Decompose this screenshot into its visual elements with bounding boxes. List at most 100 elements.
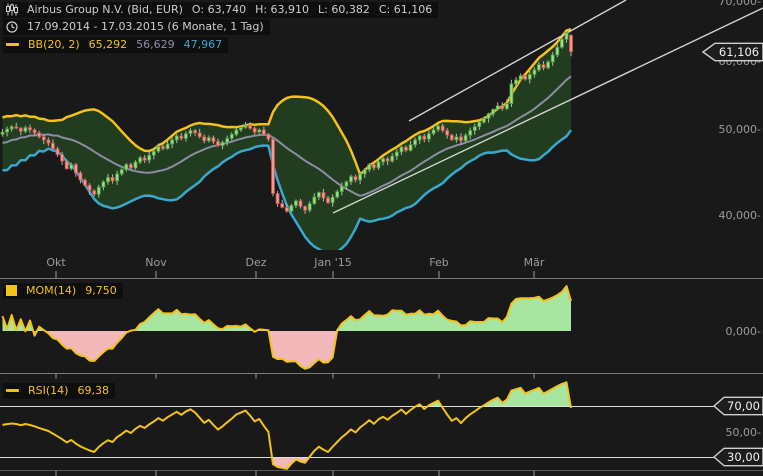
- rsi-value: 69,38: [77, 384, 109, 397]
- candle-down: [385, 158, 390, 162]
- candle-down: [64, 160, 69, 170]
- candle-up: [454, 136, 459, 141]
- candle-down: [422, 135, 427, 140]
- price-axis-label: 70,000-: [719, 0, 761, 8]
- candle-down: [32, 129, 37, 134]
- candle-up: [509, 83, 514, 105]
- candle-up: [229, 133, 234, 139]
- candle-up: [537, 64, 541, 71]
- candle-up: [555, 46, 560, 56]
- candle-up: [101, 181, 106, 188]
- candle-up: [124, 164, 129, 170]
- candle-up: [408, 144, 413, 151]
- candle-up: [9, 126, 14, 130]
- trendline[interactable]: [408, 0, 627, 122]
- mom-label: MOM(14): [26, 284, 77, 297]
- last-price-tag: 61,106: [701, 42, 763, 62]
- candle-up: [358, 173, 363, 181]
- candle-up: [5, 128, 9, 133]
- candle-up: [339, 185, 344, 192]
- candle-up: [477, 121, 482, 128]
- candle-down: [248, 124, 253, 129]
- candle-down: [74, 164, 78, 174]
- candle-up: [367, 164, 372, 170]
- candle-up: [532, 69, 537, 75]
- rsi-line-icon: [6, 389, 19, 392]
- mom-square-icon: [6, 285, 17, 296]
- candle-down: [440, 125, 445, 131]
- candle-down: [179, 135, 184, 139]
- rsi-indicator-legend[interactable]: RSI(14) 69,38: [3, 383, 115, 399]
- ohlc-close: C: 61,106: [378, 3, 433, 16]
- candle-down: [18, 127, 23, 132]
- candle-up: [257, 129, 262, 133]
- period-text: 17.09.2014 - 17.03.2015 (6 Monate, 1 Tag…: [27, 20, 264, 33]
- candle-up: [23, 127, 28, 132]
- candle-down: [284, 206, 289, 212]
- month-label: Okt: [46, 256, 66, 269]
- rsi-level-tag: 70,00: [712, 396, 763, 416]
- candle-up: [431, 129, 436, 135]
- candle-up: [225, 137, 230, 143]
- rsi-axis-label: 50,00-: [726, 426, 761, 439]
- candle-up: [463, 134, 468, 142]
- trendline[interactable]: [332, 7, 763, 214]
- candle-up: [436, 125, 441, 131]
- candle-up: [518, 75, 523, 81]
- rsi-overbought-fill: [2, 382, 571, 406]
- candle-down: [202, 136, 207, 142]
- candle-down: [298, 200, 303, 207]
- candle-up: [147, 154, 152, 161]
- candle-up: [481, 118, 486, 123]
- candle-down: [252, 127, 257, 133]
- candle-up: [335, 191, 340, 198]
- candle-up: [106, 176, 110, 183]
- candle-up: [527, 74, 532, 80]
- month-label: Nov: [145, 256, 167, 269]
- candle-up: [69, 164, 74, 170]
- ohlc-high: H: 63,910: [255, 3, 310, 16]
- clock-icon: [6, 20, 18, 33]
- instrument-header: Airbus Group N.V. (Bid, EUR) O: 63,740 H…: [3, 2, 439, 18]
- candle-up: [170, 139, 175, 145]
- bollinger-middle-line: [2, 75, 572, 197]
- candle-up: [183, 133, 188, 139]
- candle-down: [303, 205, 308, 211]
- bb-lower-value: 47,967: [183, 38, 223, 51]
- candle-up: [390, 155, 395, 162]
- month-label: Jan '15: [313, 256, 351, 269]
- candle-up: [96, 186, 101, 195]
- svg-text:70,00: 70,00: [727, 399, 760, 413]
- mom-value: 9,750: [85, 284, 117, 297]
- mom-axis-label: 0,000-: [726, 325, 761, 338]
- candle-up: [289, 205, 294, 212]
- rsi-label: RSI(14): [28, 384, 69, 397]
- candle-up: [550, 54, 555, 63]
- candle-up: [394, 151, 399, 157]
- bollinger-band-fill: [2, 29, 571, 250]
- rsi-level-tag: 30,00: [712, 447, 763, 467]
- candle-down: [128, 164, 133, 169]
- candle-up: [234, 129, 239, 135]
- price-axis-label: 40,000-: [719, 209, 761, 222]
- bb-indicator-legend[interactable]: BB(20, 2) 65,292 56,629 47,967: [3, 37, 229, 53]
- candle-down: [271, 138, 275, 194]
- candle-down: [280, 203, 285, 208]
- candle-down: [92, 190, 97, 195]
- candle-up: [381, 158, 386, 163]
- candle-down: [46, 139, 51, 144]
- candle-down: [326, 197, 330, 203]
- candle-down: [266, 133, 271, 140]
- candle-up: [514, 79, 518, 85]
- candlesticks: [0, 31, 573, 214]
- mom-indicator-legend[interactable]: MOM(14) 9,750: [3, 283, 123, 299]
- candle-down: [211, 137, 216, 143]
- candle-down: [404, 146, 408, 151]
- month-label: Feb: [429, 256, 448, 269]
- candle-down: [500, 105, 505, 110]
- svg-text:30,00: 30,00: [727, 450, 760, 464]
- candle-up: [316, 192, 321, 198]
